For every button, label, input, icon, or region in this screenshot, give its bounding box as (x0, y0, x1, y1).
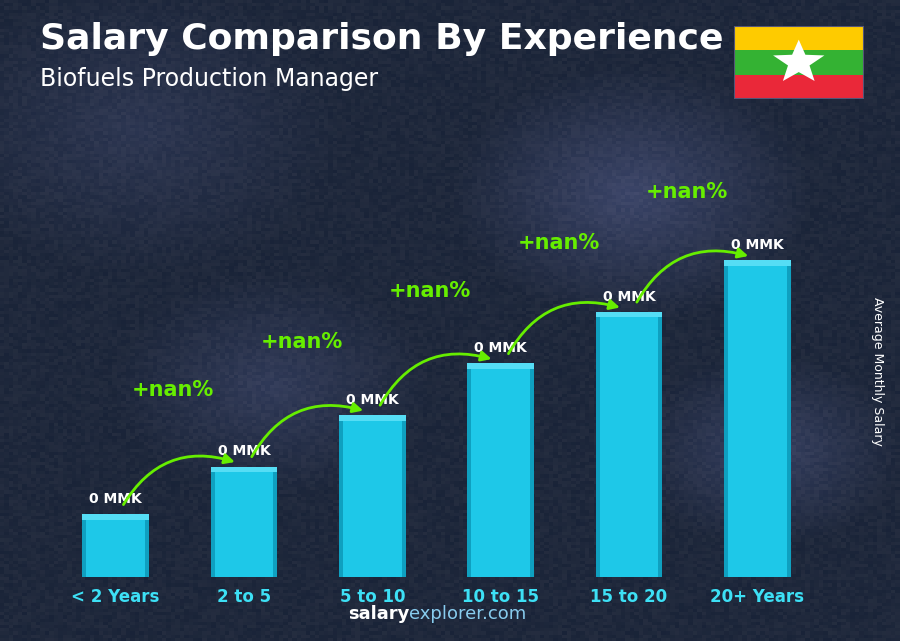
Text: Average Monthly Salary: Average Monthly Salary (871, 297, 884, 446)
Bar (82, 514, 149, 577)
Bar (596, 312, 599, 577)
Bar (82, 514, 86, 577)
Bar (274, 467, 277, 577)
Text: Salary Comparison By Experience: Salary Comparison By Experience (40, 22, 724, 56)
Bar (211, 467, 277, 472)
Polygon shape (773, 40, 824, 81)
Bar (339, 415, 406, 577)
Text: +nan%: +nan% (132, 380, 214, 400)
Bar (734, 74, 864, 99)
Text: Biofuels Production Manager: Biofuels Production Manager (40, 67, 379, 91)
Text: 0 MMK: 0 MMK (474, 342, 527, 355)
Bar (530, 363, 534, 577)
Bar (339, 415, 406, 420)
Bar (724, 260, 791, 577)
Bar (467, 363, 472, 577)
Text: salary: salary (348, 605, 410, 623)
Text: 0 MMK: 0 MMK (731, 238, 784, 253)
Bar (211, 467, 214, 577)
Bar (787, 260, 791, 577)
Bar (659, 312, 662, 577)
Bar (82, 514, 149, 520)
Bar (401, 415, 406, 577)
Bar (734, 50, 864, 75)
Bar (724, 260, 728, 577)
Bar (734, 25, 864, 50)
Bar (467, 363, 534, 369)
Text: +nan%: +nan% (645, 181, 728, 201)
Bar (596, 312, 662, 317)
Text: +nan%: +nan% (518, 233, 599, 253)
Bar (211, 467, 277, 577)
Text: 0 MMK: 0 MMK (346, 393, 399, 407)
Text: +nan%: +nan% (261, 333, 343, 353)
Text: 0 MMK: 0 MMK (218, 444, 270, 458)
Bar (596, 312, 662, 577)
Text: +nan%: +nan% (389, 281, 472, 301)
Bar (339, 415, 343, 577)
Text: 0 MMK: 0 MMK (603, 290, 655, 304)
Bar (467, 363, 534, 577)
Text: 0 MMK: 0 MMK (89, 492, 142, 506)
Text: explorer.com: explorer.com (410, 605, 526, 623)
Bar (145, 514, 149, 577)
Bar (724, 260, 791, 266)
